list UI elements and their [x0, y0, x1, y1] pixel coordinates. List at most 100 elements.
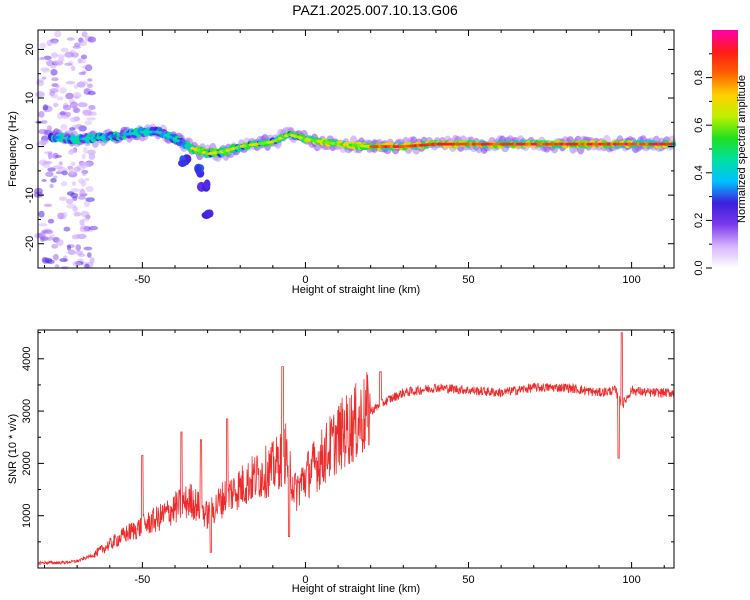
spectrogram-noise-blob: [56, 96, 64, 101]
spectrogram-noise-blob: [86, 83, 93, 89]
snr-y-tick-label: 2000: [21, 451, 33, 475]
spectrogram-noise-blob: [83, 246, 93, 251]
spectrogram-noise-blob: [84, 263, 90, 269]
spectrogram-noise-blob: [46, 125, 53, 131]
snr-y-tick-label: 3000: [21, 399, 33, 423]
spectrogram-noise-blob: [44, 151, 53, 155]
spectrogram-noise-blob: [53, 165, 63, 170]
spectrogram-x-label: Height of straight line (km): [292, 284, 420, 296]
snr-x-tick-label: 100: [622, 574, 640, 586]
spectrogram-noise-blob: [87, 90, 96, 96]
snr-series-line: [37, 332, 674, 566]
spectrogram-noise-blob: [78, 80, 89, 86]
spectrogram-panel: -50 0 50 100 -20 -10 0 10 20 Height of straight …: [7, 29, 677, 296]
spectrogram-noise-blob: [35, 91, 45, 98]
spectrogram-noise-blob: [55, 84, 61, 89]
spectrogram-noise-blob: [61, 170, 68, 176]
spectrogram-noise-blob: [53, 102, 59, 108]
spectrogram-noise-blob: [46, 59, 55, 67]
spectrogram-noise-blob: [66, 191, 75, 196]
spectrogram-noise-blob: [79, 162, 89, 167]
spectrogram-marks: [33, 30, 677, 270]
spectrogram-noise-blob: [88, 153, 96, 160]
spectrogram-noise-blob: [39, 42, 47, 49]
colorbar-label: Normalized spectral amplitude: [736, 75, 748, 223]
snr-x-tick-label: 50: [462, 574, 474, 586]
spectrogram-noise-blob: [47, 167, 56, 172]
spectrogram-sideband-blob: [206, 209, 214, 218]
snr-x-tick-label: 0: [302, 574, 308, 586]
spectrogram-noise-blob: [65, 198, 74, 205]
spectrogram-noise-blob: [72, 196, 78, 201]
spectrogram-noise-blob: [66, 244, 72, 251]
spectrogram-noise-blob: [78, 71, 87, 76]
spectrogram-noise-blob: [88, 225, 98, 231]
spectrogram-noise-blob: [72, 261, 82, 267]
spectrogram-noise-blob: [59, 111, 66, 116]
spectrogram-noise-blob: [75, 244, 81, 252]
spectrogram-noise-blob: [77, 253, 86, 257]
spectrogram-noise-blob: [80, 40, 87, 47]
snr-panel: -50 0 50 100 1000 2000 3000 4000 Height of stra…: [7, 329, 675, 595]
spectrogram-noise-blob: [51, 243, 59, 249]
spectrogram-noise-blob: [65, 92, 74, 100]
spectrogram-y-tick-label: 10: [24, 92, 36, 104]
spectrogram-noise-blob: [87, 78, 93, 82]
spectrogram-noise-blob: [54, 30, 62, 38]
spectrogram-noise-blob: [72, 205, 78, 213]
spectrogram-noise-blob: [82, 110, 93, 117]
spectrogram-noise-blob: [74, 42, 81, 48]
spectrogram-noise-blob: [67, 166, 75, 172]
spectrogram-noise-blob: [59, 87, 67, 94]
spectrogram-noise-blob: [40, 236, 45, 242]
spectrogram-noise-blob: [40, 120, 48, 124]
spectrogram-noise-blob: [78, 190, 86, 195]
spectrogram-axes: -50 0 50 100 -20 -10 0 10 20: [24, 30, 674, 286]
spectrogram-noise-blob: [50, 93, 59, 99]
snr-y-tick-label: 1000: [21, 503, 33, 527]
spectrogram-frame: [37, 29, 675, 269]
spectrogram-noise-blob: [84, 177, 90, 182]
spectrogram-noise-blob: [53, 175, 58, 179]
spectrogram-x-tick-label: -50: [134, 274, 150, 286]
snr-axes: -50 0 50 100 1000 2000 3000 4000: [21, 330, 674, 586]
spectrogram-noise-blob: [65, 81, 76, 85]
spectrogram-noise-blob: [70, 188, 81, 193]
colorbar-gradient: [712, 30, 738, 268]
spectrogram-y-label: Frequency (Hz): [7, 111, 19, 187]
colorbar-tick-label: 0.2: [693, 213, 705, 228]
spectrogram-noise-blob: [55, 239, 64, 246]
spectrogram-noise-blob: [58, 196, 67, 201]
spectrogram-noise-blob: [45, 171, 54, 177]
spectrogram-noise-blob: [37, 140, 48, 145]
spectrogram-noise-blob: [38, 111, 45, 118]
spectrogram-sideband-blob: [203, 179, 211, 190]
spectrogram-noise-blob: [73, 166, 81, 173]
spectrogram-noise-blob: [53, 253, 59, 261]
spectrogram-noise-blob: [81, 31, 88, 38]
spectrogram-noise-blob: [64, 51, 74, 58]
snr-y-label: SNR (10 * v/v): [7, 414, 19, 484]
spectrogram-y-tick-label: 20: [24, 43, 36, 55]
snr-x-label: Height of straight line (km): [292, 583, 420, 595]
spectrogram-sideband-blob: [194, 165, 202, 175]
spectrogram-noise-blob: [82, 217, 89, 222]
spectrogram-noise-blob: [60, 124, 68, 131]
spectrogram-noise-blob: [53, 59, 64, 66]
spectrogram-noise-blob: [51, 52, 58, 58]
spectrogram-noise-blob: [46, 39, 53, 47]
spectrogram-noise-blob: [50, 69, 58, 76]
spectrogram-noise-blob: [85, 197, 95, 203]
spectrogram-noise-blob: [83, 200, 91, 208]
colorbar-tick-label: 0.0: [693, 260, 705, 275]
spectrogram-noise-blob: [61, 212, 68, 218]
spectrogram-noise-blob: [39, 67, 50, 72]
figure-title: PAZ1.2025.007.10.13.G06: [292, 2, 458, 18]
spectrogram-noise-blob: [68, 149, 74, 155]
spectrogram-noise-blob: [69, 117, 78, 123]
spectrogram-noise-blob: [60, 181, 68, 187]
spectrogram-noise-blob: [87, 252, 92, 258]
spectrogram-noise-blob: [73, 92, 82, 99]
spectrogram-noise-blob: [82, 172, 87, 176]
